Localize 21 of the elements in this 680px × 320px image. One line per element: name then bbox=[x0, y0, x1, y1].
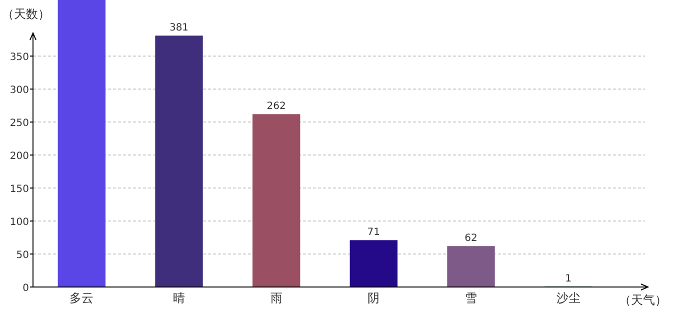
data-label: 62 bbox=[464, 233, 478, 244]
x-tick-label: 雪 bbox=[465, 291, 477, 305]
data-label: 262 bbox=[266, 101, 286, 112]
y-tick-label: 150 bbox=[10, 184, 29, 196]
x-tick-label: 阴 bbox=[368, 291, 380, 305]
y-tick-label: 200 bbox=[10, 151, 29, 162]
x-tick-label: 多云 bbox=[70, 291, 94, 305]
x-tick-label: 沙尘 bbox=[556, 291, 580, 305]
y-tick-label: 250 bbox=[10, 118, 29, 130]
data-label: 1 bbox=[565, 273, 572, 284]
y-tick-label: 50 bbox=[16, 250, 29, 262]
y-tick-label: 100 bbox=[10, 217, 29, 228]
y-tick-label: 350 bbox=[10, 52, 29, 64]
x-axis-title: （天气） bbox=[619, 293, 667, 307]
x-tick-label: 晴 bbox=[173, 291, 185, 305]
y-tick-label: 300 bbox=[10, 85, 29, 96]
y-axis-title: （天数） bbox=[2, 7, 50, 21]
data-label: 71 bbox=[367, 227, 380, 238]
data-label: 381 bbox=[169, 22, 189, 34]
x-tick-label: 雨 bbox=[270, 291, 282, 305]
y-tick-label: 0 bbox=[22, 283, 29, 294]
